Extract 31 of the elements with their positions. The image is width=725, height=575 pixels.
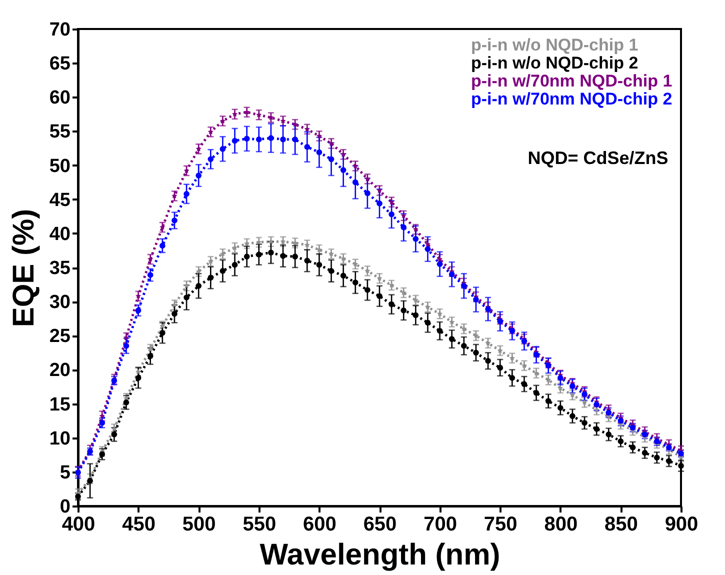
y-tick-label: 50 xyxy=(49,156,70,177)
text: p-i-n w/o NQD-chip 2 xyxy=(471,54,638,72)
y-tick-label: 70 xyxy=(49,20,70,40)
y-tick-label: 30 xyxy=(49,292,70,314)
y-axis-title: EQE (%) xyxy=(7,208,40,328)
y-tick-label: 55 xyxy=(49,122,71,143)
annotation: NQD= CdSe/ZnS xyxy=(528,148,668,168)
x-tick-label: 550 xyxy=(242,514,276,536)
y-tick-label: 15 xyxy=(49,394,71,416)
y-tick-label: 20 xyxy=(49,360,70,382)
y-tick-label: 45 xyxy=(49,190,71,211)
x-tick-label: 850 xyxy=(604,514,638,536)
text: p-i-n w/70nm NQD-chip 1 xyxy=(471,72,672,90)
x-tick-label: 450 xyxy=(122,514,156,536)
text: p-i-n w/o NQD-chip 1 xyxy=(471,36,638,54)
x-tick-label: 800 xyxy=(544,514,578,536)
x-tick-label: 500 xyxy=(182,514,216,536)
y-tick-label: 25 xyxy=(49,326,71,348)
y-tick-label: 5 xyxy=(60,462,71,484)
y-tick-label: 60 xyxy=(49,88,70,109)
y-tick-label: 65 xyxy=(49,54,71,75)
x-tick-label: 600 xyxy=(303,514,336,536)
x-tick-label: 900 xyxy=(664,514,698,536)
x-tick-label: 700 xyxy=(424,514,457,536)
x-axis-title: Wavelength (nm) xyxy=(260,538,500,572)
y-tick-label: 40 xyxy=(49,224,70,245)
y-tick-label: 35 xyxy=(49,258,71,279)
text: p-i-n w/70nm NQD-chip 2 xyxy=(471,90,672,108)
x-tick-label: 750 xyxy=(484,514,518,536)
y-tick-label: 10 xyxy=(49,428,70,450)
x-tick-label: 650 xyxy=(363,514,397,536)
